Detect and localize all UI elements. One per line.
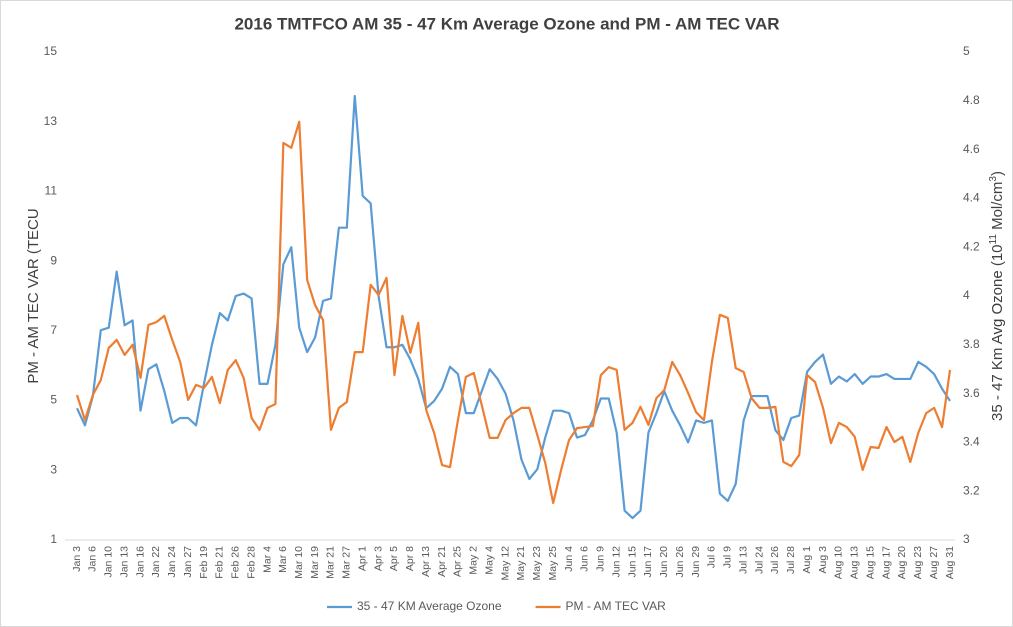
y2-tick-label: 3.6 [963,386,980,400]
y-tick-label: 1 [50,532,57,546]
x-tick-label: Mar 4 [261,546,273,573]
x-tick-label: Aug 17 [880,546,892,579]
x-tick-label: Jul 24 [753,546,765,574]
y2-tick-label: 4 [963,288,970,302]
x-tick-label: May 25 [547,546,559,581]
x-tick-label: Aug 31 [944,546,956,579]
y2-title-part: 35 - 47 Km Avg Ozone (10 [989,244,1006,421]
x-tick-label: Jun 9 [595,546,607,572]
x-tick-label: Aug 15 [864,546,876,579]
y2-tick-label: 4.4 [963,191,980,205]
y2-tick-label: 4.6 [963,142,980,156]
x-tick-label: Mar 19 [309,546,321,579]
x-tick-label: Feb 26 [230,546,242,579]
x-tick-label: Aug 20 [896,546,908,579]
x-tick-label: Jun 6 [579,546,591,572]
y-tick-label: 13 [44,114,58,128]
x-tick-label: Jun 29 [690,546,702,578]
x-tick-label: Aug 27 [928,546,940,579]
y-tick-label: 5 [50,393,57,407]
y-tick-label: 11 [45,184,58,198]
x-tick-label: May 21 [515,546,527,581]
x-tick-label: Jan 24 [166,546,178,578]
x-tick-label: Apr 25 [452,546,464,577]
x-tick-label: Jun 17 [642,546,654,578]
x-tick-label: May 4 [483,546,495,575]
x-tick-label: Mar 10 [293,546,305,579]
y-axis-title: PM - AM TEC VAR (TECU [25,208,42,383]
x-tick-label: Jul 9 [722,546,734,568]
x-tick-label: Aug 3 [817,546,829,574]
legend-label: PM - AM TEC VAR [566,599,667,613]
y2-tick-label: 3.4 [963,435,980,449]
y2-axis-title: 35 - 47 Km Avg Ozone (1011 Mol/cm3) [988,171,1006,421]
x-tick-label: Jun 26 [674,546,686,578]
y2-title-part: 11 [988,234,999,245]
x-tick-label: Jul 26 [769,546,781,574]
x-tick-label: May 2 [468,546,480,575]
x-tick-label: Jan 13 [118,546,130,578]
x-tick-label: Apr 21 [436,546,448,577]
x-tick-label: Apr 8 [404,546,416,571]
x-tick-label: Aug 10 [833,546,845,579]
y2-tick-label: 5 [963,44,970,58]
x-tick-label: Jan 6 [87,546,99,572]
x-tick-label: Apr 3 [372,546,384,571]
x-tick-label: Jun 15 [626,546,638,578]
x-tick-label: Jun 4 [563,546,575,572]
x-tick-label: Jul 28 [785,546,797,574]
y2-tick-label: 4.2 [963,239,980,253]
y2-tick-label: 3.2 [963,483,980,497]
chart-title: 2016 TMTFCO AM 35 - 47 Km Average Ozone … [234,14,779,33]
x-tick-label: Aug 1 [801,546,813,574]
x-tick-label: Jan 3 [71,546,83,572]
x-tick-label: Feb 28 [245,546,257,579]
x-tick-label: Jan 16 [134,546,146,578]
x-tick-label: Jan 10 [103,546,115,578]
x-tick-label: Apr 1 [356,546,368,571]
y-tick-label: 7 [50,323,57,337]
y2-title-part: ) [989,171,1006,176]
x-tick-label: Jan 27 [182,546,194,578]
y2-tick-label: 4.8 [963,93,980,107]
y-tick-label: 9 [50,253,57,267]
y2-title-part: Mol/cm [989,182,1006,235]
y-tick-label: 3 [50,462,57,476]
x-tick-label: Jul 13 [737,546,749,574]
y-tick-label: 15 [44,44,58,58]
x-tick-label: Feb 19 [198,546,210,579]
x-tick-label: Mar 6 [277,546,289,573]
x-tick-label: Jan 22 [150,546,162,578]
y2-tick-label: 3.8 [963,337,980,351]
x-tick-label: Mar 27 [341,546,353,579]
x-tick-label: Apr 13 [420,546,432,577]
series-line [76,94,951,520]
legend-label: 35 - 47 KM Average Ozone [357,599,502,613]
x-tick-label: May 23 [531,546,543,581]
x-tick-label: Feb 21 [214,546,226,579]
x-tick-label: Aug 23 [912,546,924,579]
x-tick-label: Jun 12 [610,546,622,578]
y2-tick-label: 3 [963,532,970,546]
x-tick-label: Mar 21 [325,546,337,579]
x-tick-label: Jul 6 [706,546,718,568]
x-tick-label: Apr 5 [388,546,400,571]
x-tick-label: Jun 20 [658,546,670,578]
x-tick-label: Aug 13 [849,546,861,579]
x-tick-label: May 12 [499,546,511,581]
series-line [75,120,952,505]
y2-title-part: 3 [988,176,999,182]
